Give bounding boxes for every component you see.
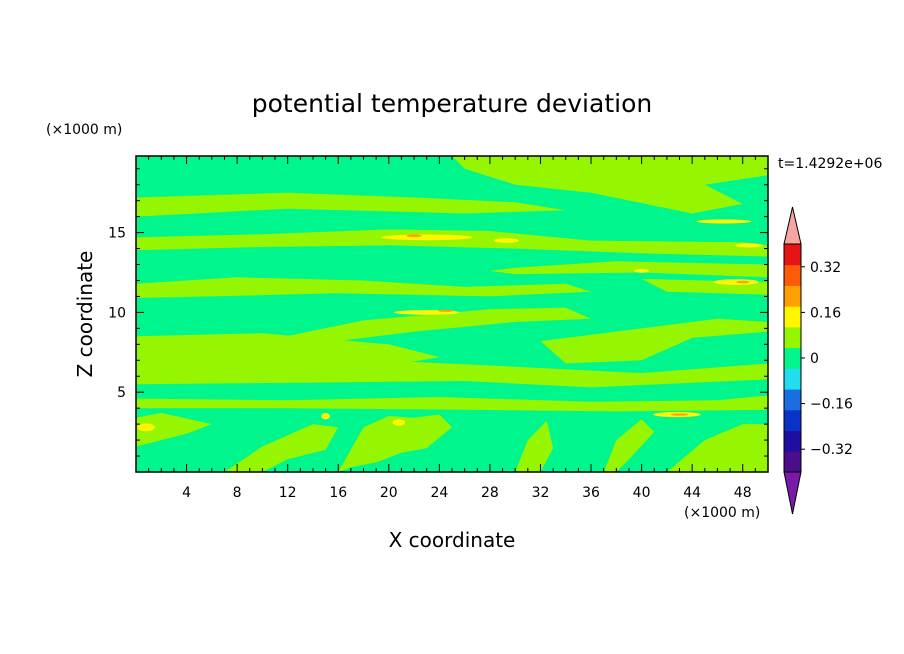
colorbar-bin	[784, 430, 801, 452]
positive-region	[136, 395, 768, 412]
positive-region	[603, 419, 655, 472]
x-axis: 4 8 12 16 20 24 28 32 36 40 44 48	[148, 156, 756, 501]
colorbar: 0.32 0.16 0 −0.16 −0.32	[783, 206, 853, 515]
positive-region	[136, 229, 768, 257]
chart-title: potential temperature deviation	[252, 89, 652, 118]
x-tick-label: 48	[734, 485, 752, 501]
positive-region	[515, 420, 554, 472]
positive-region	[540, 318, 768, 364]
hot-core	[670, 413, 689, 416]
warm-core	[634, 268, 650, 273]
x-tick-label: 40	[633, 485, 651, 501]
positive-region	[136, 412, 212, 447]
hot-core	[406, 234, 422, 238]
colorbar-bin	[784, 264, 801, 286]
warm-core	[695, 219, 752, 224]
x-tick-label: 8	[233, 485, 242, 501]
positive-region	[136, 357, 768, 388]
y-axis: 5 10 15	[108, 168, 768, 457]
colorbar-bin	[784, 285, 801, 307]
y-tick-label: 5	[117, 385, 126, 401]
y-unit-label: (×1000 m)	[46, 122, 122, 138]
hot-core	[736, 280, 750, 284]
x-tick-label: 16	[329, 485, 347, 501]
positive-region	[452, 156, 768, 214]
hot-cores	[406, 234, 750, 416]
warm-core	[493, 238, 519, 243]
y-axis-label: Z coordinate	[73, 251, 97, 378]
colorbar-bin	[784, 389, 801, 411]
y-tick-label: 15	[108, 226, 126, 242]
x-tick-label: 12	[279, 485, 297, 501]
x-tick-label: 36	[582, 485, 600, 501]
positive-region	[666, 424, 768, 472]
colorbar-tick-label: −0.32	[810, 442, 853, 458]
positive-region	[262, 307, 591, 353]
time-label: t=1.4292e+06	[778, 156, 882, 172]
positive-regions	[136, 156, 768, 472]
colorbar-bin	[784, 368, 801, 390]
positive-region	[224, 424, 339, 472]
colorbar-bin	[784, 347, 801, 369]
x-tick-label: 24	[430, 485, 448, 501]
colorbar-bin	[784, 409, 801, 432]
x-tick-label: 44	[683, 485, 701, 501]
colorbar-bin	[784, 451, 801, 473]
warm-cores	[137, 219, 763, 432]
positive-region	[338, 414, 452, 472]
warm-core	[137, 423, 155, 432]
hot-core	[438, 309, 454, 312]
warm-core	[735, 243, 763, 248]
x-tick-label: 28	[481, 485, 499, 501]
warm-core	[392, 419, 406, 426]
y-tick-label: 10	[108, 305, 126, 321]
warm-core	[321, 412, 331, 420]
colorbar-tick-label: −0.16	[810, 397, 853, 413]
x-tick-label: 20	[380, 485, 398, 501]
colorbar-bin	[784, 244, 801, 266]
plot-area	[136, 156, 768, 472]
colorbar-tick-label: 0.16	[810, 305, 841, 321]
positive-region	[136, 277, 591, 298]
positive-region	[489, 261, 768, 278]
colorbar-bin	[784, 306, 801, 328]
colorbar-bin	[784, 326, 801, 349]
warm-core	[381, 234, 473, 241]
colorbar-tick-label: 0.32	[810, 260, 841, 276]
colorbar-over-triangle	[783, 206, 802, 245]
positive-region	[136, 192, 566, 217]
x-tick-label: 32	[532, 485, 550, 501]
colorbar-under-triangle	[783, 471, 802, 515]
colorbar-tick-label: 0	[810, 351, 819, 367]
x-tick-label: 4	[182, 485, 191, 501]
x-unit-label: (×1000 m)	[684, 505, 760, 521]
x-axis-label: X coordinate	[389, 528, 516, 552]
